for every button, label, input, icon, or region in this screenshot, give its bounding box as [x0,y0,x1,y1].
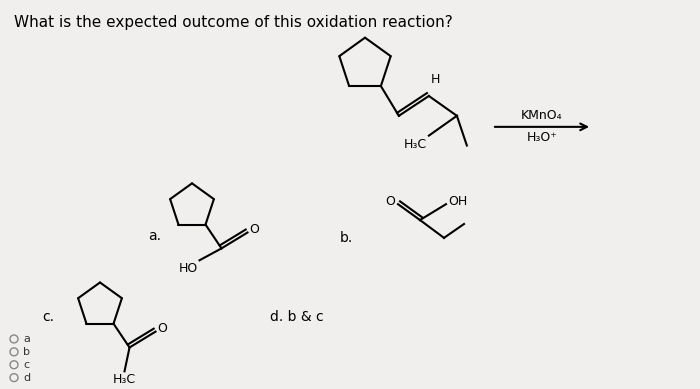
Text: KMnO₄: KMnO₄ [522,109,563,122]
Text: b: b [23,347,30,357]
Text: d. b & c: d. b & c [270,310,323,324]
Text: What is the expected outcome of this oxidation reaction?: What is the expected outcome of this oxi… [14,15,453,30]
Text: HO: HO [178,262,197,275]
Text: O: O [158,322,167,335]
Text: a: a [23,334,30,344]
Text: c.: c. [42,310,54,324]
Text: H₃C: H₃C [404,138,427,151]
Text: H₃O⁺: H₃O⁺ [526,131,557,144]
Text: O: O [249,223,260,236]
Text: H₃C: H₃C [113,373,136,386]
Text: H: H [431,73,440,86]
Text: b.: b. [340,231,354,245]
Text: d: d [23,373,30,383]
Text: O: O [385,195,395,208]
Text: OH: OH [448,195,468,208]
Text: c: c [23,360,29,370]
Text: a.: a. [148,229,161,243]
